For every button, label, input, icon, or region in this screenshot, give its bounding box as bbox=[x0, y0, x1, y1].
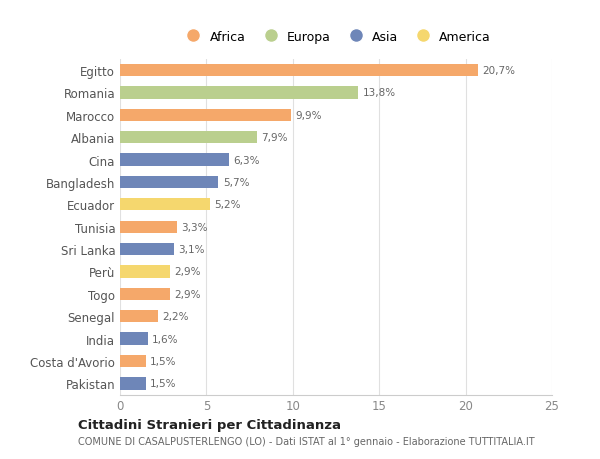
Text: 5,2%: 5,2% bbox=[214, 200, 241, 210]
Text: 2,9%: 2,9% bbox=[175, 289, 201, 299]
Text: 3,3%: 3,3% bbox=[181, 222, 208, 232]
Bar bbox=[120, 65, 478, 77]
Text: 1,5%: 1,5% bbox=[150, 356, 177, 366]
Bar bbox=[120, 199, 210, 211]
Text: 2,9%: 2,9% bbox=[175, 267, 201, 277]
Text: 2,2%: 2,2% bbox=[163, 312, 189, 322]
Legend: Africa, Europa, Asia, America: Africa, Europa, Asia, America bbox=[176, 26, 496, 49]
Text: Cittadini Stranieri per Cittadinanza: Cittadini Stranieri per Cittadinanza bbox=[78, 418, 341, 431]
Text: 6,3%: 6,3% bbox=[233, 155, 260, 165]
Bar bbox=[120, 288, 170, 300]
Text: 5,7%: 5,7% bbox=[223, 178, 250, 188]
Text: 7,9%: 7,9% bbox=[261, 133, 287, 143]
Text: 1,6%: 1,6% bbox=[152, 334, 178, 344]
Bar bbox=[120, 109, 291, 122]
Bar bbox=[120, 355, 146, 367]
Text: COMUNE DI CASALPUSTERLENGO (LO) - Dati ISTAT al 1° gennaio - Elaborazione TUTTIT: COMUNE DI CASALPUSTERLENGO (LO) - Dati I… bbox=[78, 437, 535, 446]
Text: 1,5%: 1,5% bbox=[150, 379, 177, 389]
Bar bbox=[120, 310, 158, 323]
Bar bbox=[120, 243, 173, 256]
Bar bbox=[120, 377, 146, 390]
Text: 3,1%: 3,1% bbox=[178, 245, 205, 255]
Bar bbox=[120, 154, 229, 166]
Bar bbox=[120, 266, 170, 278]
Bar bbox=[120, 87, 358, 99]
Bar bbox=[120, 221, 177, 233]
Text: 13,8%: 13,8% bbox=[363, 88, 396, 98]
Bar bbox=[120, 176, 218, 189]
Bar bbox=[120, 132, 257, 144]
Bar bbox=[120, 333, 148, 345]
Text: 20,7%: 20,7% bbox=[482, 66, 515, 76]
Text: 9,9%: 9,9% bbox=[295, 111, 322, 121]
